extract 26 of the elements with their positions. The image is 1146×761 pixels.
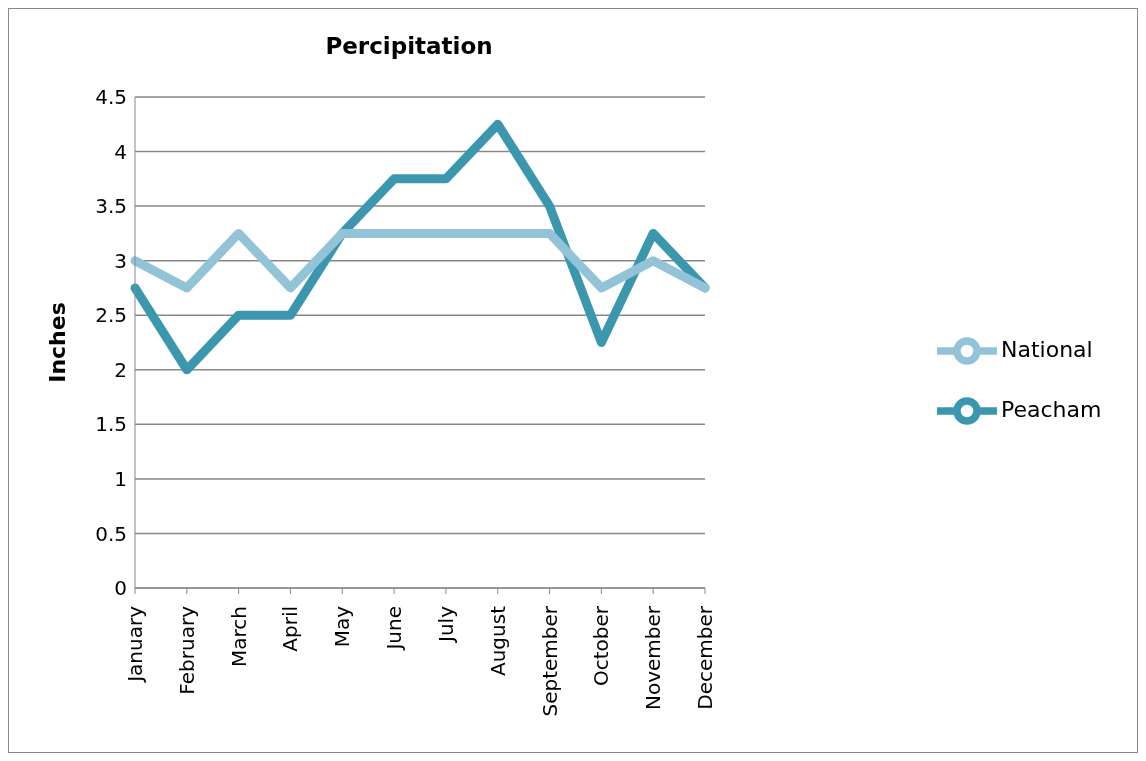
y-tick-label: 0.5	[95, 521, 127, 546]
legend-label: National	[1001, 336, 1093, 362]
x-tick-label: March	[226, 606, 251, 667]
y-tick-label: 4.5	[95, 85, 127, 110]
x-tick-label: May	[330, 605, 355, 648]
y-tick-label: 3.5	[95, 194, 127, 219]
x-tick-label: February	[174, 605, 199, 695]
y-tick-label: 2.5	[95, 303, 127, 328]
legend-label: Peacham	[1001, 396, 1102, 422]
chart-title: Percipitation	[324, 33, 494, 59]
x-tick-label: June	[382, 606, 407, 652]
x-tick-label: September	[537, 605, 562, 717]
y-tick-label: 1.5	[95, 412, 127, 437]
y-axis-title: Inches	[44, 302, 70, 383]
x-tick-label: November	[641, 605, 666, 711]
y-tick-label: 2	[114, 357, 127, 382]
x-tick-label: July	[433, 605, 458, 644]
x-tick-label: December	[693, 605, 717, 710]
y-tick-label: 4	[114, 139, 127, 164]
y-tick-label: 3	[114, 248, 127, 273]
x-tick-label: August	[485, 605, 510, 676]
x-tick-label: January	[123, 605, 147, 684]
x-tick-label: April	[278, 606, 303, 652]
y-tick-label: 1	[114, 466, 127, 491]
x-tick-label: October	[589, 605, 614, 687]
y-tick-label: 0	[114, 576, 127, 601]
